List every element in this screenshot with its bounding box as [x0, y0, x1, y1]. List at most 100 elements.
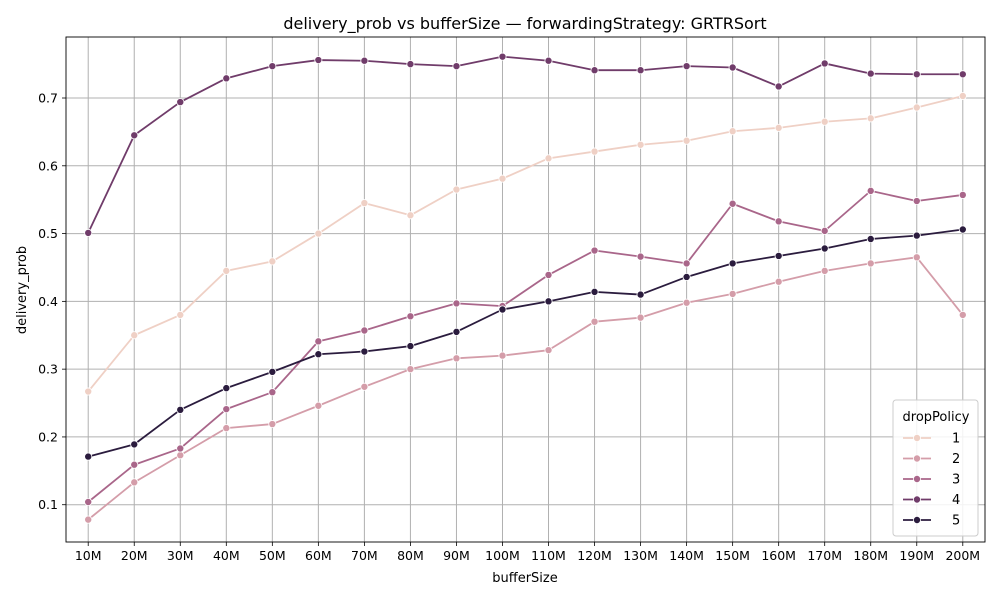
data-point	[130, 478, 139, 487]
data-point	[774, 82, 783, 91]
data-point	[636, 313, 645, 322]
x-tick-label: 190M	[899, 548, 934, 563]
data-point	[544, 56, 553, 65]
data-point	[774, 251, 783, 260]
legend-label: 3	[952, 473, 960, 488]
data-point	[728, 127, 737, 136]
data-point	[912, 70, 921, 79]
data-point	[958, 310, 967, 319]
x-tick-label: 70M	[351, 548, 378, 563]
data-point	[912, 231, 921, 240]
data-point	[498, 305, 507, 314]
data-point	[222, 405, 231, 414]
data-point	[774, 217, 783, 226]
data-point	[866, 234, 875, 243]
y-tick-label: 0.3	[38, 362, 58, 377]
data-point	[498, 351, 507, 360]
data-point	[452, 185, 461, 194]
data-point	[452, 327, 461, 336]
y-tick-label: 0.1	[38, 497, 58, 512]
data-point	[452, 299, 461, 308]
data-point	[636, 66, 645, 75]
series-line	[87, 189, 963, 503]
x-axis-ticks: 10M 20M 30M 40M 50M 60M 70M 80M 90M 100M 110M 120M 1…	[75, 542, 980, 563]
data-point	[222, 424, 231, 433]
x-tick-label: 140M	[669, 548, 704, 563]
x-tick-label: 20M	[121, 548, 148, 563]
data-point	[820, 117, 829, 126]
data-point	[544, 297, 553, 306]
legend-item: 2	[903, 452, 960, 467]
x-tick-label: 80M	[397, 548, 424, 563]
data-point	[774, 277, 783, 286]
data-point	[590, 147, 599, 156]
data-point	[682, 272, 691, 281]
data-point	[84, 498, 93, 507]
data-point	[360, 56, 369, 65]
plot-area-frame	[65, 36, 986, 543]
x-tick-label: 10M	[75, 548, 102, 563]
data-point	[360, 326, 369, 335]
x-tick-label: 170M	[807, 548, 842, 563]
data-point	[268, 257, 277, 266]
data-point	[176, 310, 185, 319]
data-point	[682, 259, 691, 268]
data-point	[222, 266, 231, 275]
data-point	[590, 317, 599, 326]
data-point	[268, 62, 277, 71]
data-point	[176, 405, 185, 414]
data-point	[314, 337, 323, 346]
data-point	[130, 460, 139, 469]
y-tick-label: 0.5	[38, 226, 58, 241]
data-point	[958, 91, 967, 100]
data-point	[866, 114, 875, 123]
data-point	[222, 74, 231, 83]
data-point	[314, 350, 323, 359]
data-point	[360, 199, 369, 208]
data-point	[636, 290, 645, 299]
data-point	[912, 197, 921, 206]
data-point	[820, 226, 829, 235]
chart-title: delivery_prob vs bufferSize — forwarding…	[283, 14, 766, 34]
data-point	[728, 199, 737, 208]
legend-item: 3	[903, 473, 960, 488]
data-point	[268, 388, 277, 397]
data-point	[176, 98, 185, 107]
data-point	[820, 59, 829, 68]
legend-title: dropPolicy	[903, 410, 970, 425]
legend-swatch-marker	[913, 495, 922, 504]
series-line	[87, 256, 964, 521]
x-tick-label: 150M	[715, 548, 750, 563]
legend-item: 5	[903, 514, 960, 529]
data-point	[176, 451, 185, 460]
series-4	[84, 52, 967, 237]
data-point	[958, 225, 967, 234]
data-point	[866, 259, 875, 268]
x-tick-label: 30M	[167, 548, 194, 563]
x-tick-label: 110M	[531, 548, 566, 563]
data-point	[84, 452, 93, 461]
series-line	[87, 95, 964, 393]
x-tick-label: 130M	[623, 548, 658, 563]
series-1	[84, 91, 967, 396]
data-point	[728, 259, 737, 268]
data-point	[636, 252, 645, 261]
data-point	[636, 140, 645, 149]
data-point	[314, 229, 323, 238]
grid-lines	[66, 37, 985, 542]
data-point	[912, 103, 921, 112]
x-tick-label: 100M	[485, 548, 520, 563]
data-point	[176, 444, 185, 453]
series-layer	[84, 52, 967, 524]
legend-item: 1	[903, 432, 960, 447]
data-point	[314, 401, 323, 410]
series-line	[87, 228, 963, 458]
data-point	[268, 420, 277, 429]
y-tick-label: 0.6	[38, 158, 58, 173]
x-tick-label: 50M	[259, 548, 286, 563]
y-tick-label: 0.7	[38, 91, 58, 106]
data-point	[912, 253, 921, 262]
legend-swatch-marker	[913, 433, 922, 442]
data-point	[498, 52, 507, 61]
legend: dropPolicy 1 2 3 4 5	[892, 399, 979, 537]
